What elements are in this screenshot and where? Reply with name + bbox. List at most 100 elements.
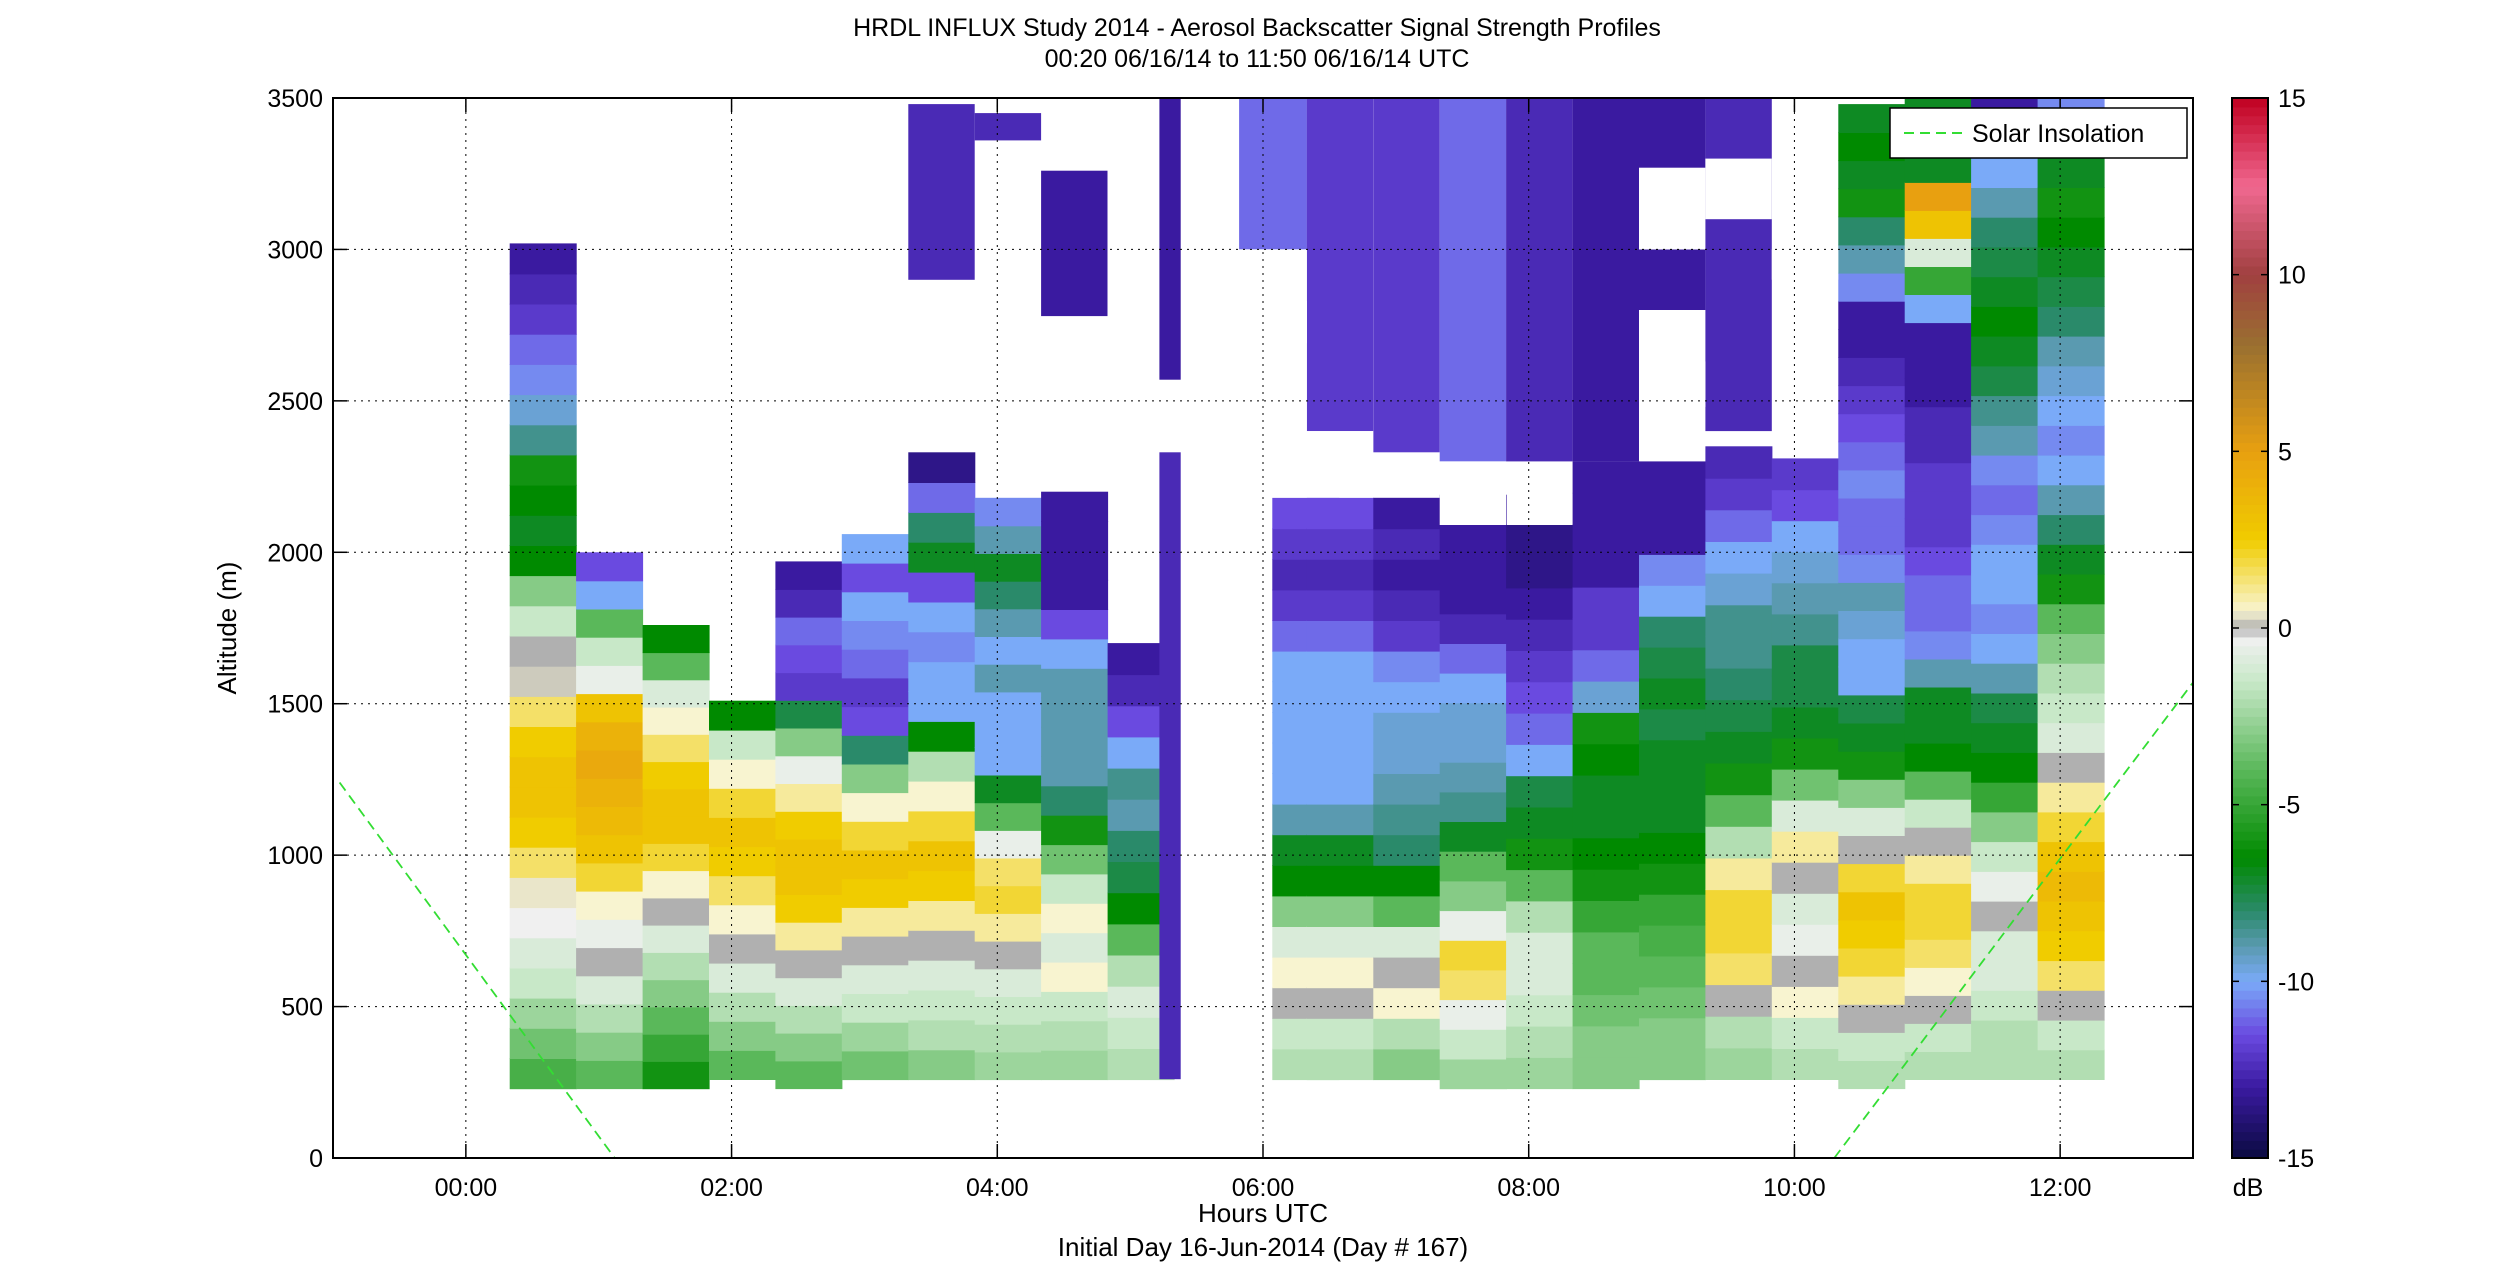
y-tick-label: 3500 <box>267 85 323 113</box>
heatmap-cell <box>908 750 976 782</box>
heatmap-cell <box>775 672 843 701</box>
heatmap-cell <box>1838 666 1906 696</box>
heatmap-cell <box>1306 1048 1374 1081</box>
colorbar-band <box>2232 142 2268 152</box>
heatmap-cell <box>2037 573 2105 605</box>
heatmap-cell <box>2037 722 2105 753</box>
heatmap-patch <box>1306 98 1374 432</box>
heatmap-cell <box>1771 613 1839 646</box>
heatmap-cell <box>1971 573 2039 605</box>
heatmap-cell <box>1506 744 1574 777</box>
heatmap-cell <box>1439 554 1507 585</box>
heatmap-cell <box>974 663 1042 693</box>
heatmap-cell <box>1904 294 1972 324</box>
colorbar-band <box>2232 424 2268 435</box>
heatmap-cell <box>2037 544 2105 575</box>
heatmap-cell <box>1904 490 1972 520</box>
heatmap-cell <box>1904 855 1972 884</box>
heatmap-cell <box>509 515 577 546</box>
heatmap-cell <box>509 394 577 426</box>
colorbar-band <box>2232 628 2268 638</box>
heatmap-cell <box>1838 1060 1906 1090</box>
heatmap-cell <box>1971 722 2039 753</box>
colorbar-band <box>2232 672 2268 682</box>
heatmap-cell <box>1373 834 1441 866</box>
heatmap-cell <box>1572 931 1640 964</box>
colorbar-band <box>2232 689 2268 700</box>
colorbar-band <box>2232 636 2268 647</box>
colorbar-band <box>2232 495 2268 505</box>
colorbar-band <box>2232 760 2268 770</box>
heatmap-cell <box>1838 188 1906 218</box>
heatmap-cell <box>576 890 644 920</box>
colorbar-band <box>2232 486 2268 497</box>
heatmap-cell <box>709 788 776 818</box>
heatmap-cell <box>1705 826 1773 859</box>
colorbar-band <box>2232 583 2268 594</box>
heatmap-cell <box>1705 794 1773 827</box>
heatmap-cell <box>1838 975 1906 1005</box>
heatmap-cell <box>1439 821 1507 852</box>
heatmap-cell <box>1041 638 1109 669</box>
heatmap-cell <box>1439 880 1507 912</box>
y-tick-label: 2000 <box>267 539 323 567</box>
heatmap-cell <box>1904 939 1972 968</box>
heatmap-cell <box>1904 546 1972 576</box>
colorbar-tick-label: 15 <box>2278 85 2306 113</box>
heatmap-cell <box>642 706 710 735</box>
heatmap-cell <box>908 1049 976 1081</box>
colorbar-band <box>2232 928 2268 938</box>
heatmap-cell <box>1041 668 1109 699</box>
heatmap-cell <box>1904 210 1972 239</box>
heatmap-cell <box>1041 491 1109 522</box>
heatmap-cell <box>509 877 577 909</box>
heatmap-cell <box>576 636 644 666</box>
heatmap-cell <box>576 1060 644 1090</box>
heatmap-cell <box>1904 826 1972 856</box>
solar-insolation-lines <box>338 681 2194 1159</box>
heatmap-cell <box>775 921 843 951</box>
heatmap-cell <box>775 894 843 923</box>
heatmap-cell <box>1838 863 1906 893</box>
missing-data-region <box>1439 461 1507 525</box>
heatmap-cell <box>1838 610 1906 640</box>
heatmap-cell <box>1971 811 2039 843</box>
heatmap-cell <box>974 553 1042 582</box>
heatmap-cell <box>2037 692 2105 724</box>
heatmap-cell <box>1971 246 2039 278</box>
heatmap-cell <box>908 780 976 812</box>
heatmap-cell <box>2037 752 2105 783</box>
colorbar-band <box>2232 451 2268 461</box>
colorbar-band <box>2232 901 2268 912</box>
colorbar-band <box>2232 380 2268 391</box>
x-axis-label: Hours UTC <box>1198 1198 1328 1228</box>
colorbar-band <box>2232 1140 2268 1150</box>
heatmap-cell <box>576 1003 644 1033</box>
colorbar-band <box>2232 239 2268 249</box>
plot-area <box>509 98 2105 1090</box>
heatmap-cell <box>775 561 843 590</box>
heatmap-cell <box>509 605 577 637</box>
heatmap-cell <box>576 693 644 723</box>
heatmap-cell <box>509 364 577 396</box>
heatmap-cell <box>1506 587 1574 620</box>
colorbar-band <box>2232 1149 2268 1159</box>
heatmap-cell <box>1971 990 2039 1021</box>
heatmap-cell <box>1041 785 1109 816</box>
heatmap-cell <box>1904 266 1972 295</box>
colorbar-band <box>2232 1007 2268 1018</box>
heatmap-cell <box>1373 712 1441 744</box>
colorbar-band <box>2232 716 2268 726</box>
heatmap-cell <box>1838 722 1906 752</box>
heatmap-cell <box>709 962 776 993</box>
heatmap-cell <box>841 677 909 708</box>
missing-data-region <box>1639 167 1706 250</box>
colorbar-band <box>2232 442 2268 452</box>
heatmap-cell <box>1971 335 2039 367</box>
colorbar-band <box>2232 831 2268 841</box>
colorbar-band <box>2232 257 2268 267</box>
heatmap-cell <box>509 786 577 818</box>
heatmap-cell <box>709 904 776 935</box>
heatmap-cell <box>1838 638 1906 668</box>
